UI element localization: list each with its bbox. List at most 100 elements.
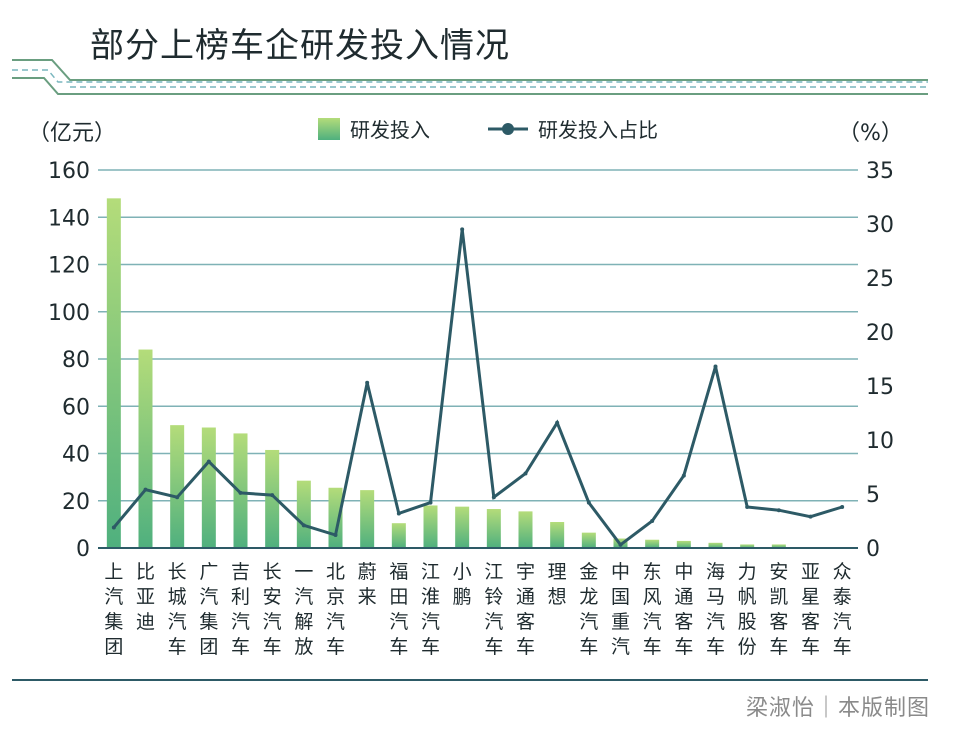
line-point — [650, 519, 655, 523]
line-point — [681, 473, 686, 478]
bar — [740, 544, 755, 548]
line-point — [301, 523, 306, 528]
line-point — [428, 500, 433, 505]
bar — [676, 540, 691, 548]
bar — [708, 542, 723, 548]
bar — [170, 425, 185, 548]
x-tick-label: 力帆股份 — [738, 561, 757, 658]
line-point — [333, 533, 338, 538]
x-tick-label: 海马汽车 — [706, 561, 725, 658]
header-decoration — [12, 59, 928, 95]
y-left-unit: （亿元） — [28, 121, 116, 146]
header-rule-bottom — [12, 77, 928, 95]
y-left-tick-label: 120 — [48, 254, 90, 279]
x-tick-label: 东风汽车 — [643, 561, 662, 658]
x-tick-label: 小鹏 — [453, 561, 472, 608]
bar — [455, 506, 470, 548]
x-tick-label: 安凯客车 — [769, 561, 788, 658]
x-tick-label: 亚星客车 — [801, 561, 820, 658]
x-tick-label: 江淮汽车 — [421, 561, 440, 658]
x-axis-labels: 上汽集团比亚迪长城汽车广汽集团吉利汽车长安汽车一汽解放北京汽车蔚来福田汽车江淮汽… — [104, 561, 851, 658]
line-point — [713, 364, 718, 369]
legend: 研发投入 研发投入占比 — [318, 118, 658, 142]
y-left-tick-label: 100 — [48, 301, 90, 326]
x-tick-label: 长安汽车 — [263, 561, 282, 658]
x-tick-label: 长城汽车 — [168, 561, 187, 658]
bar — [391, 523, 406, 548]
x-tick-label: 一汽解放 — [294, 561, 313, 658]
y-right-tick-label: 25 — [866, 267, 894, 292]
header-rule-top — [12, 59, 928, 81]
bar — [423, 505, 438, 548]
bar — [201, 427, 216, 548]
x-tick-label: 北京汽车 — [326, 561, 345, 658]
line-point — [396, 511, 401, 516]
y-left-tick-label: 160 — [48, 159, 90, 184]
legend-line-label: 研发投入占比 — [538, 118, 658, 142]
bar — [106, 198, 121, 548]
line-point — [745, 504, 750, 509]
x-tick-label: 比亚迪 — [136, 561, 155, 633]
y-right-tick-label: 15 — [866, 375, 894, 400]
y-right-unit: （%） — [838, 121, 903, 146]
footer-rule — [12, 679, 928, 681]
bar — [550, 522, 565, 548]
line-point — [808, 514, 813, 519]
x-tick-label: 金龙汽车 — [579, 561, 598, 658]
line-point — [840, 504, 845, 509]
y-left-tick-label: 40 — [62, 443, 90, 468]
bar — [296, 480, 311, 548]
y-right-tick-label: 5 — [866, 483, 880, 508]
x-tick-label: 理想 — [548, 561, 567, 608]
y-right-tick-label: 35 — [866, 159, 894, 184]
line-point — [618, 542, 623, 547]
legend-bar-label: 研发投入 — [350, 118, 430, 142]
header-rule-strip — [70, 84, 928, 92]
line-point — [586, 500, 591, 505]
y-left-tick-label: 60 — [62, 395, 90, 420]
legend-bar-swatch — [318, 118, 340, 140]
line-point — [175, 495, 180, 500]
x-tick-label: 吉利汽车 — [231, 561, 250, 658]
y-axis-right: 0 5 10 15 20 25 30 35 — [866, 159, 894, 562]
y-left-tick-label: 140 — [48, 206, 90, 231]
line-point — [460, 227, 465, 232]
y-left-tick-label: 80 — [62, 348, 90, 373]
bar — [233, 433, 248, 548]
x-tick-label: 中通客车 — [674, 561, 693, 658]
y-left-tick-label: 0 — [76, 537, 90, 562]
line-point — [238, 490, 243, 495]
x-tick-label: 中国重汽 — [611, 561, 630, 658]
line-point — [365, 380, 370, 385]
header-rule-dashed — [12, 69, 928, 83]
x-tick-label: 上汽集团 — [104, 561, 123, 658]
bar — [771, 544, 786, 548]
y-right-tick-label: 30 — [866, 213, 894, 238]
line-point — [143, 487, 148, 492]
y-right-tick-label: 10 — [866, 429, 894, 454]
line-point — [523, 471, 528, 476]
legend-line-marker — [502, 123, 514, 135]
bar — [581, 532, 596, 548]
y-left-tick-label: 20 — [62, 490, 90, 515]
y-right-tick-label: 0 — [866, 537, 880, 562]
x-tick-label: 蔚来 — [358, 561, 377, 608]
line-point — [776, 508, 781, 513]
x-tick-label: 宇通客车 — [516, 561, 535, 658]
y-axis-left: 0 20 40 60 80 100 120 140 160 — [48, 159, 90, 562]
page-title: 部分上榜车企研发投入情况 — [90, 26, 510, 66]
bar — [645, 539, 660, 548]
bar-series — [106, 198, 786, 548]
x-tick-label: 众泰汽车 — [833, 561, 852, 658]
bar — [518, 511, 533, 548]
line-point — [491, 495, 496, 500]
x-tick-label: 福田汽车 — [389, 561, 408, 658]
y-right-tick-label: 20 — [866, 321, 894, 346]
bar — [486, 509, 501, 548]
x-tick-label: 江铃汽车 — [484, 561, 503, 658]
line-point — [206, 459, 211, 464]
line-series — [112, 229, 843, 547]
bar — [265, 449, 280, 548]
x-tick-label: 广汽集团 — [199, 561, 218, 658]
